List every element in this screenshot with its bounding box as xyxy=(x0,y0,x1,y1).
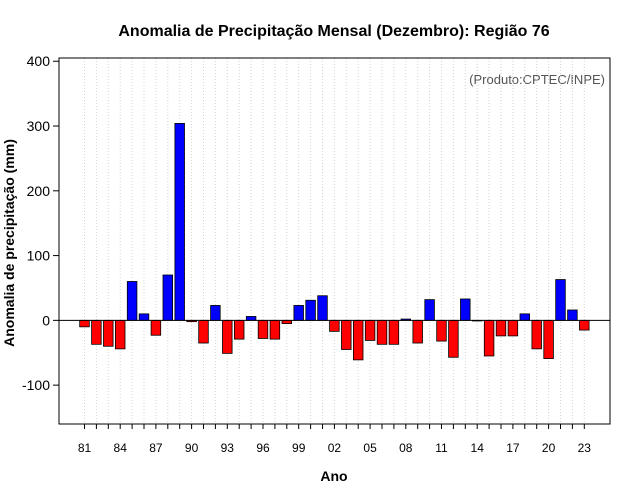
x-tick-label-93: 93 xyxy=(221,441,235,455)
bar-18 xyxy=(519,313,531,321)
plot-frame xyxy=(58,57,611,425)
y-tick-label-300: 300 xyxy=(27,118,51,134)
x-tick-label-81: 81 xyxy=(78,441,92,455)
bar-16 xyxy=(495,319,507,337)
bar-91 xyxy=(198,319,209,344)
y-tick-label--100: -100 xyxy=(22,377,50,393)
y-tick-label-100: 100 xyxy=(27,248,51,264)
bar-05 xyxy=(364,319,376,341)
bar-12 xyxy=(448,319,459,358)
bar-81 xyxy=(79,319,90,328)
bar-17 xyxy=(507,319,519,337)
bar-10 xyxy=(424,299,435,321)
bar-96 xyxy=(257,319,269,339)
bar-85 xyxy=(126,281,138,321)
x-tick-label-87: 87 xyxy=(149,441,163,455)
bar-11 xyxy=(436,319,447,342)
x-tick-label-05: 05 xyxy=(363,441,377,455)
bar-82 xyxy=(91,319,102,345)
y-axis-title: Anomalia de precipitação (mm) xyxy=(1,139,17,347)
bar-04 xyxy=(352,319,364,361)
bar-87 xyxy=(150,319,162,336)
y-tick-label-400: 400 xyxy=(27,53,51,69)
bar-00 xyxy=(305,299,316,321)
y-tick-label-0: 0 xyxy=(42,312,50,328)
bar-95 xyxy=(245,316,257,321)
x-tick-label-23: 23 xyxy=(578,441,592,455)
bar-19 xyxy=(531,319,542,350)
axes: -100 0 100 200 300 400 81 84 87 90 93 96 99 02 05 08 11 1… xyxy=(22,53,610,455)
bar-93 xyxy=(222,319,233,354)
x-tick-label-90: 90 xyxy=(185,441,199,455)
x-tick-label-99: 99 xyxy=(292,441,306,455)
bar-15 xyxy=(483,319,495,357)
bar-02 xyxy=(329,319,340,332)
chart-title: Anomalia de Precipitação Mensal (Dezembr… xyxy=(118,23,549,40)
bar-92 xyxy=(210,305,221,321)
bars xyxy=(79,123,590,361)
bar-01 xyxy=(317,295,328,321)
bar-13 xyxy=(460,298,471,321)
x-tick-label-17: 17 xyxy=(506,441,520,455)
x-tick-label-02: 02 xyxy=(328,441,342,455)
x-tick-label-20: 20 xyxy=(542,441,556,455)
x-axis-title: Ano xyxy=(320,468,347,484)
bar-94 xyxy=(233,319,245,340)
bar-22 xyxy=(567,309,578,321)
bar-99 xyxy=(293,305,304,321)
bar-88 xyxy=(162,274,174,321)
grid-lines xyxy=(84,58,585,424)
bar-86 xyxy=(138,313,150,321)
bar-84 xyxy=(115,319,126,350)
bar-97 xyxy=(269,319,281,340)
bar-09 xyxy=(412,319,423,344)
x-tick-label-11: 11 xyxy=(435,441,448,455)
x-tick-label-84: 84 xyxy=(114,441,128,455)
bar-07 xyxy=(388,319,400,345)
x-tick-label-08: 08 xyxy=(399,441,413,455)
bar-20 xyxy=(543,319,554,359)
x-tick-label-96: 96 xyxy=(256,441,270,455)
y-tick-label-200: 200 xyxy=(27,183,51,199)
bar-21 xyxy=(555,279,566,321)
x-tick-label-14: 14 xyxy=(471,441,485,455)
bar-89 xyxy=(174,123,185,321)
bar-06 xyxy=(376,319,388,345)
bar-23 xyxy=(579,319,590,331)
bar-83 xyxy=(103,319,114,347)
bar-03 xyxy=(341,319,352,350)
